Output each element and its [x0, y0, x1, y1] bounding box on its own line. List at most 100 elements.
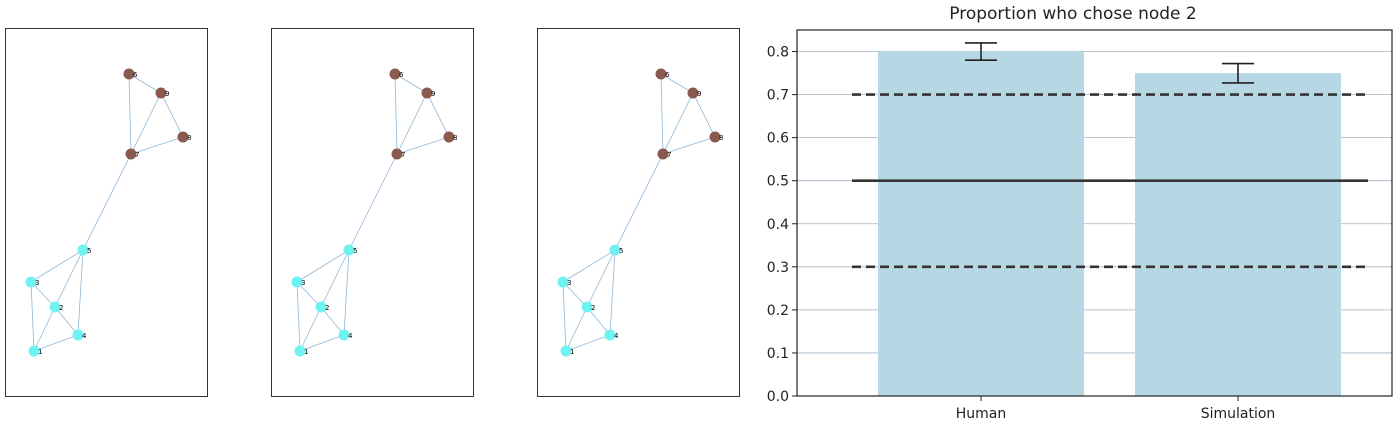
graph-panel-2: 1 2 3 4 5 6 7 8 9 [271, 28, 474, 397]
graph-edge [614, 153, 664, 251]
y-tick-label: 0.3 [767, 260, 789, 276]
graph-node [581, 301, 593, 313]
graph-node-label: 7 [401, 151, 405, 159]
graph-edge [586, 249, 616, 308]
graph-edge [562, 281, 567, 352]
graph-edge [692, 92, 716, 138]
graph-node-label: 9 [165, 90, 169, 98]
graph-node-label: 2 [59, 304, 63, 312]
graph-node-label: 4 [82, 332, 87, 340]
graph-node [155, 87, 167, 99]
graph-node-label: 9 [697, 90, 701, 98]
graph-node-label: 3 [35, 279, 39, 287]
graph-node-label: 5 [353, 247, 357, 255]
graph-edge [130, 136, 184, 155]
graph-node [338, 329, 350, 341]
graph-edge [296, 281, 322, 308]
graph-edge [130, 92, 162, 155]
graph-edge [30, 281, 56, 308]
graph-edge [77, 249, 84, 336]
graph-node [291, 276, 303, 288]
graph-node [687, 87, 699, 99]
graph-edge [662, 92, 694, 155]
graph-panel-1: 1 2 3 4 5 6 7 8 9 [5, 28, 208, 397]
graph-edge [394, 73, 398, 155]
graph-edge [320, 306, 345, 336]
y-tick-label: 0.0 [767, 389, 789, 405]
graph-edge [394, 73, 428, 94]
graph-node-label: 3 [301, 279, 305, 287]
graph-node [28, 345, 40, 357]
graph-node [125, 148, 137, 160]
graph-edge [343, 249, 350, 336]
graph-node-label: 4 [614, 332, 619, 340]
graph-node [343, 244, 355, 256]
y-tick-label: 0.2 [767, 303, 789, 319]
graph-edge [299, 334, 345, 352]
bars [878, 51, 1341, 396]
reference-lines [852, 93, 1368, 269]
graph-node [391, 148, 403, 160]
y-tick-label: 0.4 [767, 217, 789, 233]
graph-edge [426, 92, 450, 138]
graph-node [609, 244, 621, 256]
graph-edge [320, 249, 350, 308]
graph-node [315, 301, 327, 313]
graph-node [657, 148, 669, 160]
graph-node-label: 3 [567, 279, 571, 287]
graph-edge [565, 334, 611, 352]
graph-node-label: 9 [431, 90, 435, 98]
error-bar [965, 42, 997, 61]
y-tick-label: 0.6 [767, 131, 789, 147]
graph-node [123, 68, 135, 80]
graph-edge [54, 306, 79, 336]
network-graph: 1 2 3 4 5 6 7 8 9 [557, 68, 723, 357]
graph-node [421, 87, 433, 99]
bar-simulation [1135, 73, 1341, 396]
graph-edge [160, 92, 184, 138]
graph-edge [396, 136, 450, 155]
y-tick-label: 0.1 [767, 346, 789, 362]
graph-node-label: 1 [304, 348, 308, 356]
graph-node [177, 131, 189, 143]
graph-node-label: 8 [453, 134, 457, 142]
graph-node-label: 8 [719, 134, 723, 142]
graph-edge [296, 281, 301, 352]
x-tick-label: Simulation [1201, 406, 1276, 422]
graph-edge [660, 73, 664, 155]
network-graph: 1 2 3 4 5 6 7 8 9 [25, 68, 191, 357]
bar-human [878, 51, 1084, 396]
graph-node-label: 5 [619, 247, 623, 255]
graph-edge [565, 306, 588, 352]
graph-edge [30, 249, 84, 283]
error-bar [1222, 62, 1254, 84]
graph-edge [128, 73, 132, 155]
graph-edge [562, 281, 588, 308]
graph-node [389, 68, 401, 80]
graph-node-label: 8 [187, 134, 191, 142]
graph-node [709, 131, 721, 143]
graph-edge [396, 92, 428, 155]
graph-edge [299, 306, 322, 352]
graph-node [294, 345, 306, 357]
plot-frame [796, 29, 1393, 397]
graph-node-label: 7 [135, 151, 139, 159]
y-tick-label: 0.7 [767, 88, 789, 104]
network-graph: 1 2 3 4 5 6 7 8 9 [291, 68, 457, 357]
graph-node-label: 6 [399, 71, 404, 79]
graph-node-label: 7 [667, 151, 671, 159]
graph-edge [30, 281, 35, 352]
graph-edge [562, 249, 616, 283]
graph-node-label: 1 [570, 348, 574, 356]
graph-node [443, 131, 455, 143]
graph-node-label: 6 [665, 71, 670, 79]
graph-node-label: 5 [87, 247, 91, 255]
graph-edge [82, 153, 132, 251]
graph-node [72, 329, 84, 341]
graph-node-label: 1 [38, 348, 42, 356]
graph-edge [33, 306, 56, 352]
graph-edge [54, 249, 84, 308]
graph-edge [128, 73, 162, 94]
graph-node [557, 276, 569, 288]
